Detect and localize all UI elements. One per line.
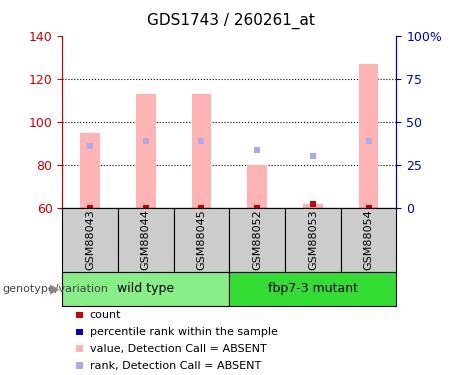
Bar — [80, 133, 100, 208]
Text: ▶: ▶ — [50, 282, 60, 295]
Bar — [174, 208, 229, 272]
Text: GSM88045: GSM88045 — [196, 210, 207, 270]
Bar — [303, 204, 323, 208]
Bar — [229, 272, 396, 306]
Text: GDS1743 / 260261_at: GDS1743 / 260261_at — [147, 13, 314, 29]
Text: GSM88043: GSM88043 — [85, 210, 95, 270]
Text: GSM88052: GSM88052 — [252, 210, 262, 270]
Bar — [118, 208, 174, 272]
Bar — [192, 94, 211, 208]
Bar — [341, 208, 396, 272]
Text: GSM88054: GSM88054 — [364, 210, 373, 270]
Bar — [62, 208, 118, 272]
Text: count: count — [90, 310, 121, 320]
Text: fbp7-3 mutant: fbp7-3 mutant — [268, 282, 358, 295]
Text: genotype/variation: genotype/variation — [2, 284, 108, 294]
Text: value, Detection Call = ABSENT: value, Detection Call = ABSENT — [90, 344, 266, 354]
Bar — [359, 64, 378, 208]
Text: GSM88044: GSM88044 — [141, 210, 151, 270]
Bar — [62, 272, 229, 306]
Bar — [285, 208, 341, 272]
Bar — [136, 94, 155, 208]
Bar — [229, 208, 285, 272]
Text: GSM88053: GSM88053 — [308, 210, 318, 270]
Text: percentile rank within the sample: percentile rank within the sample — [90, 327, 278, 337]
Bar — [248, 165, 267, 208]
Text: wild type: wild type — [117, 282, 174, 295]
Text: rank, Detection Call = ABSENT: rank, Detection Call = ABSENT — [90, 361, 261, 370]
